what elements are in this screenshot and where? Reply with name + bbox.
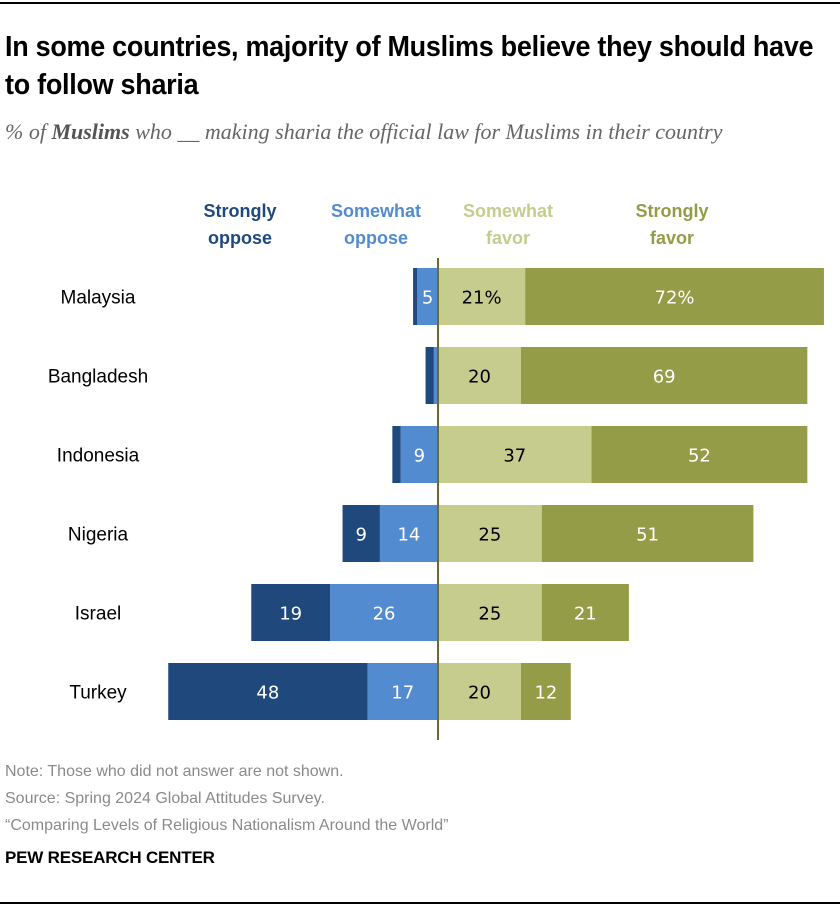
bar-somewhat-favor xyxy=(438,584,542,641)
bottom-rule xyxy=(0,902,840,904)
bar-strongly-oppose xyxy=(168,663,368,720)
bar-somewhat-oppose xyxy=(400,426,438,483)
category-label: Nigeria xyxy=(68,525,129,546)
category-label: Bangladesh xyxy=(48,367,148,388)
data-label: 17 xyxy=(391,683,414,704)
data-label: 5 xyxy=(422,288,433,309)
legend-label-strongly-oppose: oppose xyxy=(208,228,272,248)
legend-label-somewhat-favor: favor xyxy=(486,228,530,248)
subtitle-prefix: % of xyxy=(5,119,52,144)
data-label: 52 xyxy=(688,446,711,467)
data-label: 69 xyxy=(653,367,676,388)
data-label: 9 xyxy=(355,525,366,546)
category-label: Malaysia xyxy=(61,288,136,309)
bar-somewhat-oppose xyxy=(433,347,438,404)
chart-subtitle: % of Muslims who __ making sharia the of… xyxy=(5,116,805,147)
data-label: 12 xyxy=(534,683,557,704)
bar-strongly-favor xyxy=(521,347,808,404)
bar-strongly-favor xyxy=(541,505,754,562)
bar-somewhat-favor xyxy=(438,268,526,325)
bar-somewhat-favor xyxy=(438,505,542,562)
legend-label-somewhat-oppose: Somewhat xyxy=(331,201,421,221)
top-rule xyxy=(0,2,840,4)
data-label: 20 xyxy=(468,683,491,704)
bar-somewhat-favor xyxy=(438,663,521,720)
bar-strongly-favor xyxy=(525,268,824,325)
data-label: 25 xyxy=(478,525,501,546)
data-label: 19 xyxy=(279,604,302,625)
bar-strongly-oppose xyxy=(392,426,401,483)
legend-label-strongly-favor: favor xyxy=(650,228,694,248)
legend-label-strongly-oppose: Strongly xyxy=(203,201,276,221)
bar-strongly-oppose xyxy=(425,347,434,404)
data-label: 26 xyxy=(373,604,396,625)
legend-label-somewhat-oppose: oppose xyxy=(344,228,408,248)
legend-label-strongly-favor: Strongly xyxy=(635,201,708,221)
bar-strongly-favor xyxy=(541,584,629,641)
chart-title: In some countries, majority of Muslims b… xyxy=(5,31,814,101)
data-label: 14 xyxy=(397,525,420,546)
data-label: 51 xyxy=(636,525,659,546)
note-text: Note: Those who did not answer are not s… xyxy=(5,763,344,780)
data-label: 21 xyxy=(574,604,597,625)
data-label: 48 xyxy=(256,683,279,704)
data-label: 37 xyxy=(503,446,526,467)
category-label: Israel xyxy=(75,604,121,625)
category-label: Indonesia xyxy=(57,446,140,467)
legend-label-somewhat-favor: Somewhat xyxy=(463,201,553,221)
data-label: 25 xyxy=(478,604,501,625)
subtitle-bold: Muslims xyxy=(51,119,130,144)
bar-somewhat-favor xyxy=(438,347,521,404)
bar-strongly-favor xyxy=(521,663,571,720)
bar-somewhat-favor xyxy=(438,426,592,483)
category-label: Turkey xyxy=(69,683,127,704)
bar-somewhat-oppose xyxy=(417,268,438,325)
subtitle-suffix: who __ making sharia the official law fo… xyxy=(129,119,723,144)
data-label: 20 xyxy=(468,367,491,388)
brand-logo-text: PEW RESEARCH CENTER xyxy=(5,848,215,867)
data-label: 72% xyxy=(655,288,695,309)
source-text: Source: Spring 2024 Global Attitudes Sur… xyxy=(5,790,325,807)
data-label: 21% xyxy=(462,288,502,309)
bar-strongly-oppose xyxy=(342,505,380,562)
bar-somewhat-oppose xyxy=(379,505,438,562)
data-label: 9 xyxy=(414,446,425,467)
bar-strongly-oppose xyxy=(251,584,331,641)
chart-notes: Note: Those who did not answer are not s… xyxy=(5,758,448,839)
report-title: “Comparing Levels of Religious Nationali… xyxy=(5,817,449,834)
bar-somewhat-oppose xyxy=(330,584,438,641)
diverging-bar-chart: Strongly oppose Somewhat oppose Somewhat favo… xyxy=(48,201,824,740)
bar-somewhat-oppose xyxy=(367,663,438,720)
bar-strongly-favor xyxy=(591,426,808,483)
bar-strongly-oppose xyxy=(413,268,418,325)
